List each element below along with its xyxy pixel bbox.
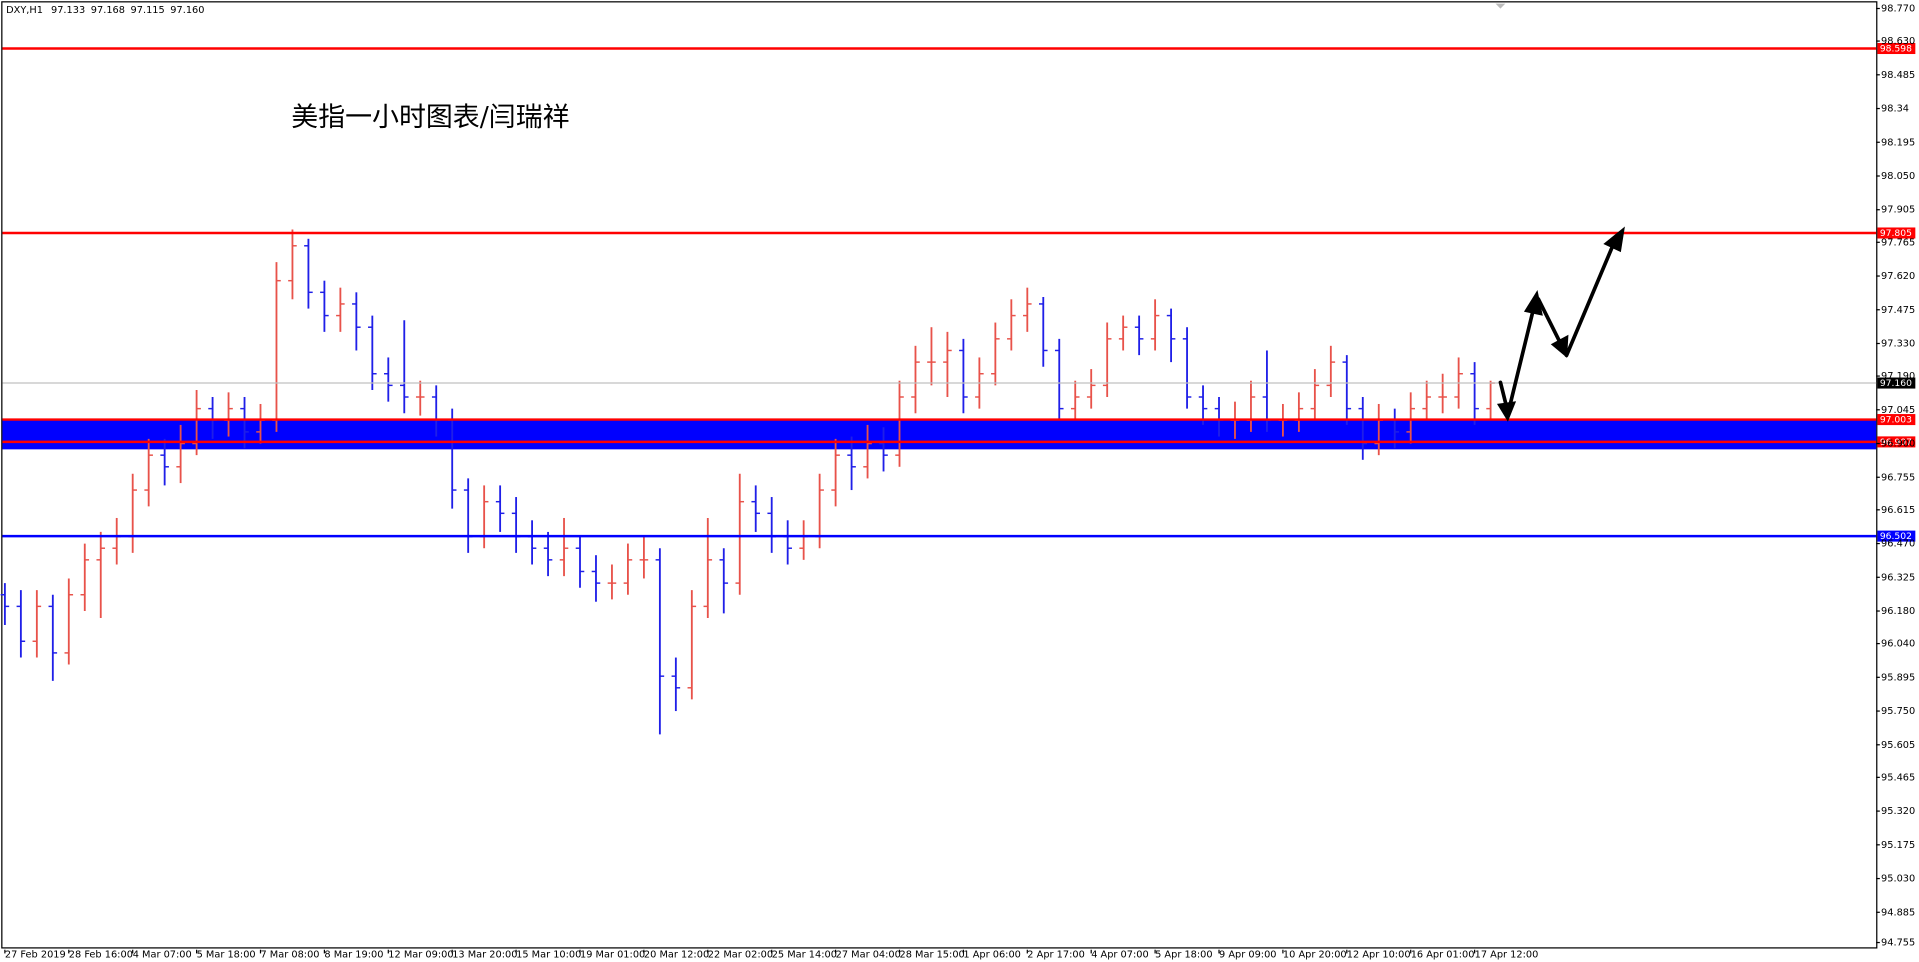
y-tick-label: 96.900 <box>1881 439 1915 450</box>
chart-title: 美指一小时图表/闫瑞祥 <box>291 102 569 133</box>
x-tick-label: 22 Mar 02:00 <box>708 950 773 961</box>
y-tick-label: 95.895 <box>1881 672 1915 683</box>
price-label: 96.907 <box>1880 437 1912 448</box>
support-band <box>2 419 1877 450</box>
y-tick-label: 98.630 <box>1881 36 1915 47</box>
x-tick-label: 9 Apr 09:00 <box>1219 950 1277 961</box>
price-label: 97.003 <box>1880 415 1912 426</box>
x-tick-label: 20 Mar 12:00 <box>644 950 709 961</box>
x-tick-label: 12 Mar 09:00 <box>388 950 453 961</box>
price-label-box <box>1877 530 1916 542</box>
info-close: 97.160 <box>170 5 204 16</box>
y-tick-label: 98.195 <box>1881 137 1915 148</box>
y-tick-label: 97.905 <box>1881 205 1915 216</box>
arrow-line <box>1536 297 1563 345</box>
x-tick-label: 27 Feb 2019 <box>5 950 66 961</box>
x-tick-label: 19 Mar 01:00 <box>580 950 645 961</box>
plot-frame <box>1 1 1878 949</box>
price-label-box <box>1877 377 1916 389</box>
x-tick-label: 1 Apr 06:00 <box>963 950 1021 961</box>
y-tick-label: 96.180 <box>1881 606 1915 617</box>
x-tick-label: 17 Apr 12:00 <box>1475 950 1539 961</box>
info-open: 97.133 <box>51 5 85 16</box>
x-tick-label: 5 Apr 18:00 <box>1155 950 1213 961</box>
y-tick-label: 95.175 <box>1881 840 1915 851</box>
arrow-head <box>1550 334 1569 358</box>
price-label: 97.805 <box>1880 228 1912 239</box>
x-tick-label: 4 Apr 07:00 <box>1091 950 1149 961</box>
y-tick-label: 98.485 <box>1881 70 1915 81</box>
price-label-box <box>1877 227 1916 239</box>
y-tick-label: 95.750 <box>1881 706 1915 717</box>
price-label-box <box>1877 414 1916 426</box>
arrow-head <box>1603 226 1625 253</box>
x-tick-label: 13 Mar 20:00 <box>452 950 517 961</box>
y-tick-label: 95.465 <box>1881 772 1915 783</box>
y-tick-label: 97.045 <box>1881 405 1915 416</box>
x-tick-label: 10 Apr 20:00 <box>1283 950 1347 961</box>
y-tick-label: 94.755 <box>1881 938 1915 949</box>
band-layer <box>2 419 1877 450</box>
x-tick-label: 5 Mar 18:00 <box>197 950 256 961</box>
y-tick-label: 96.615 <box>1881 505 1915 516</box>
y-tick-label: 96.040 <box>1881 639 1915 650</box>
arrow-line <box>1564 243 1615 358</box>
arrow-line <box>1505 306 1536 417</box>
price-label: 96.502 <box>1880 531 1912 542</box>
x-tick-label: 12 Apr 10:00 <box>1347 950 1411 961</box>
info-high: 97.168 <box>91 5 125 16</box>
x-tick-label: 8 Mar 19:00 <box>324 950 383 961</box>
x-tick-label: 2 Apr 17:00 <box>1027 950 1085 961</box>
info-low: 97.115 <box>131 5 165 16</box>
y-tick-label: 96.325 <box>1881 572 1915 583</box>
y-tick-label: 98.34 <box>1881 104 1909 115</box>
price-label: 98.598 <box>1880 44 1912 55</box>
y-tick-label: 97.620 <box>1881 271 1915 282</box>
shift-marker <box>1495 3 1506 9</box>
bars-layer <box>0 229 1495 735</box>
y-tick-label: 95.030 <box>1881 874 1915 885</box>
x-tick-label: 28 Mar 15:00 <box>900 950 965 961</box>
y-tick-label: 97.190 <box>1881 371 1915 382</box>
levels-layer: 98.598 97.805 97.160 97.003 96.907 96.502 <box>2 42 1916 542</box>
x-tick-label: 16 Apr 01:00 <box>1411 950 1475 961</box>
x-tick-label: 27 Mar 04:00 <box>836 950 901 961</box>
y-tick-label: 98.050 <box>1881 171 1915 182</box>
price-label-box <box>1877 436 1916 448</box>
y-tick-label: 97.330 <box>1881 338 1915 349</box>
x-tick-label: 25 Mar 14:00 <box>772 950 837 961</box>
y-tick-label: 97.765 <box>1881 237 1915 248</box>
x-tick-label: 15 Mar 10:00 <box>516 950 581 961</box>
chart-info: DXY,H1 97.133 97.168 97.115 97.160 <box>6 5 204 16</box>
x-tick-label: 7 Mar 08:00 <box>260 950 319 961</box>
y-tick-label: 96.755 <box>1881 472 1915 483</box>
y-tick-label: 96.470 <box>1881 539 1915 550</box>
symbol: DXY,H1 <box>6 5 43 16</box>
y-tick-label: 95.605 <box>1881 740 1915 751</box>
forecast-arrows <box>1496 226 1625 422</box>
x-tick-label: 28 Feb 16:00 <box>69 950 133 961</box>
price-label: 97.160 <box>1880 378 1912 389</box>
y-tick-label: 94.885 <box>1881 907 1915 918</box>
y-tick-label: 97.475 <box>1881 305 1915 316</box>
y-tick-label: 95.320 <box>1881 806 1915 817</box>
y-tick-label: 98.770 <box>1881 3 1915 14</box>
price-label-box <box>1877 42 1916 55</box>
x-tick-label: 4 Mar 07:00 <box>133 950 192 961</box>
